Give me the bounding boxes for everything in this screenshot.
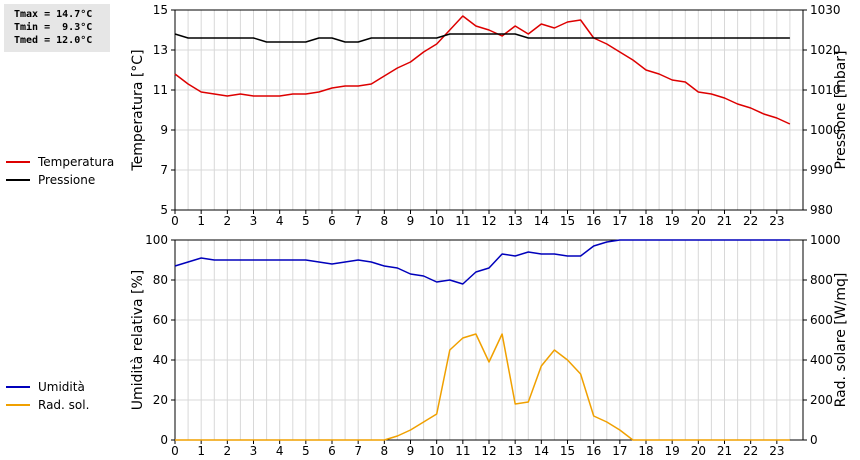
x-tick-label: 16	[586, 214, 601, 228]
x-tick-label: 11	[455, 214, 470, 228]
y-tick-label-left: 5	[160, 203, 168, 217]
y-tick-label-right: 600	[810, 313, 833, 327]
y-tick-label-left: 7	[160, 163, 168, 177]
x-tick-label: 21	[717, 214, 732, 228]
y-tick-label-right: 1010	[810, 83, 841, 97]
x-tick-label: 4	[276, 444, 284, 458]
x-tick-label: 19	[665, 444, 680, 458]
y-tick-label-right: 0	[810, 433, 818, 447]
series-line-temperatura	[174, 15, 791, 125]
x-tick-label: 12	[481, 214, 496, 228]
x-tick-label: 4	[276, 214, 284, 228]
x-tick-label: 16	[586, 444, 601, 458]
x-tick-label: 6	[328, 444, 336, 458]
x-tick-label: 5	[302, 444, 310, 458]
x-tick-label: 2	[224, 444, 232, 458]
y-tick-label-left: 11	[153, 83, 168, 97]
x-tick-label: 15	[560, 214, 575, 228]
legend-label: Rad. sol.	[38, 398, 89, 412]
x-tick-label: 3	[250, 214, 258, 228]
y-tick-label-right: 980	[810, 203, 833, 217]
x-tick-label: 12	[481, 444, 496, 458]
y-tick-label-right: 400	[810, 353, 833, 367]
y-tick-label-right: 1000	[810, 233, 841, 247]
y-tick-label-right: 1030	[810, 3, 841, 17]
panel-top: 0 1 2 3 4 5 6 7 8 9 10 11 12 13 14 15 16 17 18 19 20 21 22 2357…	[6, 3, 849, 228]
y-tick-label-left: 60	[153, 313, 168, 327]
y-tick-label-right: 200	[810, 393, 833, 407]
y-tick-label-left: 15	[153, 3, 168, 17]
y-tick-label-left: 13	[153, 43, 168, 57]
series-line-rad-sol	[175, 333, 790, 441]
y-axis-title-right: Pressione [mbar]	[833, 50, 849, 169]
stats-box: Tmax = 14.7°C Tmin = 9.3°C Tmed = 12.0°C	[4, 4, 110, 52]
x-tick-label: 15	[560, 444, 575, 458]
panel-bottom: 0 1 2 3 4 5 6 7 8 9 10 11 12 13 14 15 16 17 18 19 20 21 22 2302…	[6, 233, 849, 458]
x-tick-label: 9	[407, 214, 415, 228]
x-tick-label: 10	[429, 444, 444, 458]
x-tick-label: 21	[717, 444, 732, 458]
x-tick-label: 17	[612, 444, 627, 458]
x-tick-label: 20	[691, 214, 706, 228]
x-tick-label: 6	[328, 214, 336, 228]
legend-label: Pressione	[38, 173, 95, 187]
y-tick-label-right: 990	[810, 163, 833, 177]
y-axis-title-left: Umidità relativa [%]	[130, 270, 146, 411]
x-tick-label: 18	[638, 444, 653, 458]
x-tick-label: 1	[197, 444, 205, 458]
x-tick-label: 23	[769, 214, 784, 228]
y-tick-label-left: 80	[153, 273, 168, 287]
x-tick-label: 10	[429, 214, 444, 228]
x-tick-label: 22	[743, 214, 758, 228]
x-tick-label: 14	[534, 444, 549, 458]
x-tick-label: 8	[381, 214, 389, 228]
x-tick-label: 17	[612, 214, 627, 228]
y-tick-label-right: 1020	[810, 43, 841, 57]
legend-label: Umidità	[38, 380, 85, 394]
x-tick-label: 22	[743, 444, 758, 458]
y-tick-label-left: 0	[160, 433, 168, 447]
x-tick-label: 8	[381, 444, 389, 458]
x-tick-label: 0	[171, 444, 179, 458]
x-tick-label: 13	[508, 214, 523, 228]
x-tick-label: 9	[407, 444, 415, 458]
x-tick-label: 14	[534, 214, 549, 228]
y-tick-label-left: 20	[153, 393, 168, 407]
x-tick-label: 0	[171, 214, 179, 228]
y-tick-label-right: 800	[810, 273, 833, 287]
stat-tmin: Tmin = 9.3°C	[14, 22, 93, 33]
x-tick-label: 5	[302, 214, 310, 228]
y-axis-title-right: Rad. solare [W/mq]	[833, 273, 849, 408]
series-line-umidit	[174, 239, 790, 285]
series-line-pressione	[174, 33, 790, 43]
x-tick-label: 13	[508, 444, 523, 458]
x-tick-label: 23	[769, 444, 784, 458]
x-tick-label: 7	[354, 214, 362, 228]
x-tick-label: 2	[224, 214, 232, 228]
stat-tmax: Tmax = 14.7°C	[14, 9, 93, 20]
x-tick-label: 19	[665, 214, 680, 228]
x-tick-label: 18	[638, 214, 653, 228]
y-tick-label-left: 9	[160, 123, 168, 137]
y-tick-label-left: 100	[145, 233, 168, 247]
y-tick-label-left: 40	[153, 353, 168, 367]
x-tick-label: 3	[250, 444, 258, 458]
y-axis-title-left: Temperatura [°C]	[130, 49, 146, 171]
x-tick-label: 1	[197, 214, 205, 228]
x-tick-label: 20	[691, 444, 706, 458]
legend-label: Temperatura	[37, 155, 114, 169]
x-tick-label: 7	[354, 444, 362, 458]
y-tick-label-right: 1000	[810, 123, 841, 137]
stat-tmed: Tmed = 12.0°C	[14, 35, 93, 46]
x-tick-label: 11	[455, 444, 470, 458]
